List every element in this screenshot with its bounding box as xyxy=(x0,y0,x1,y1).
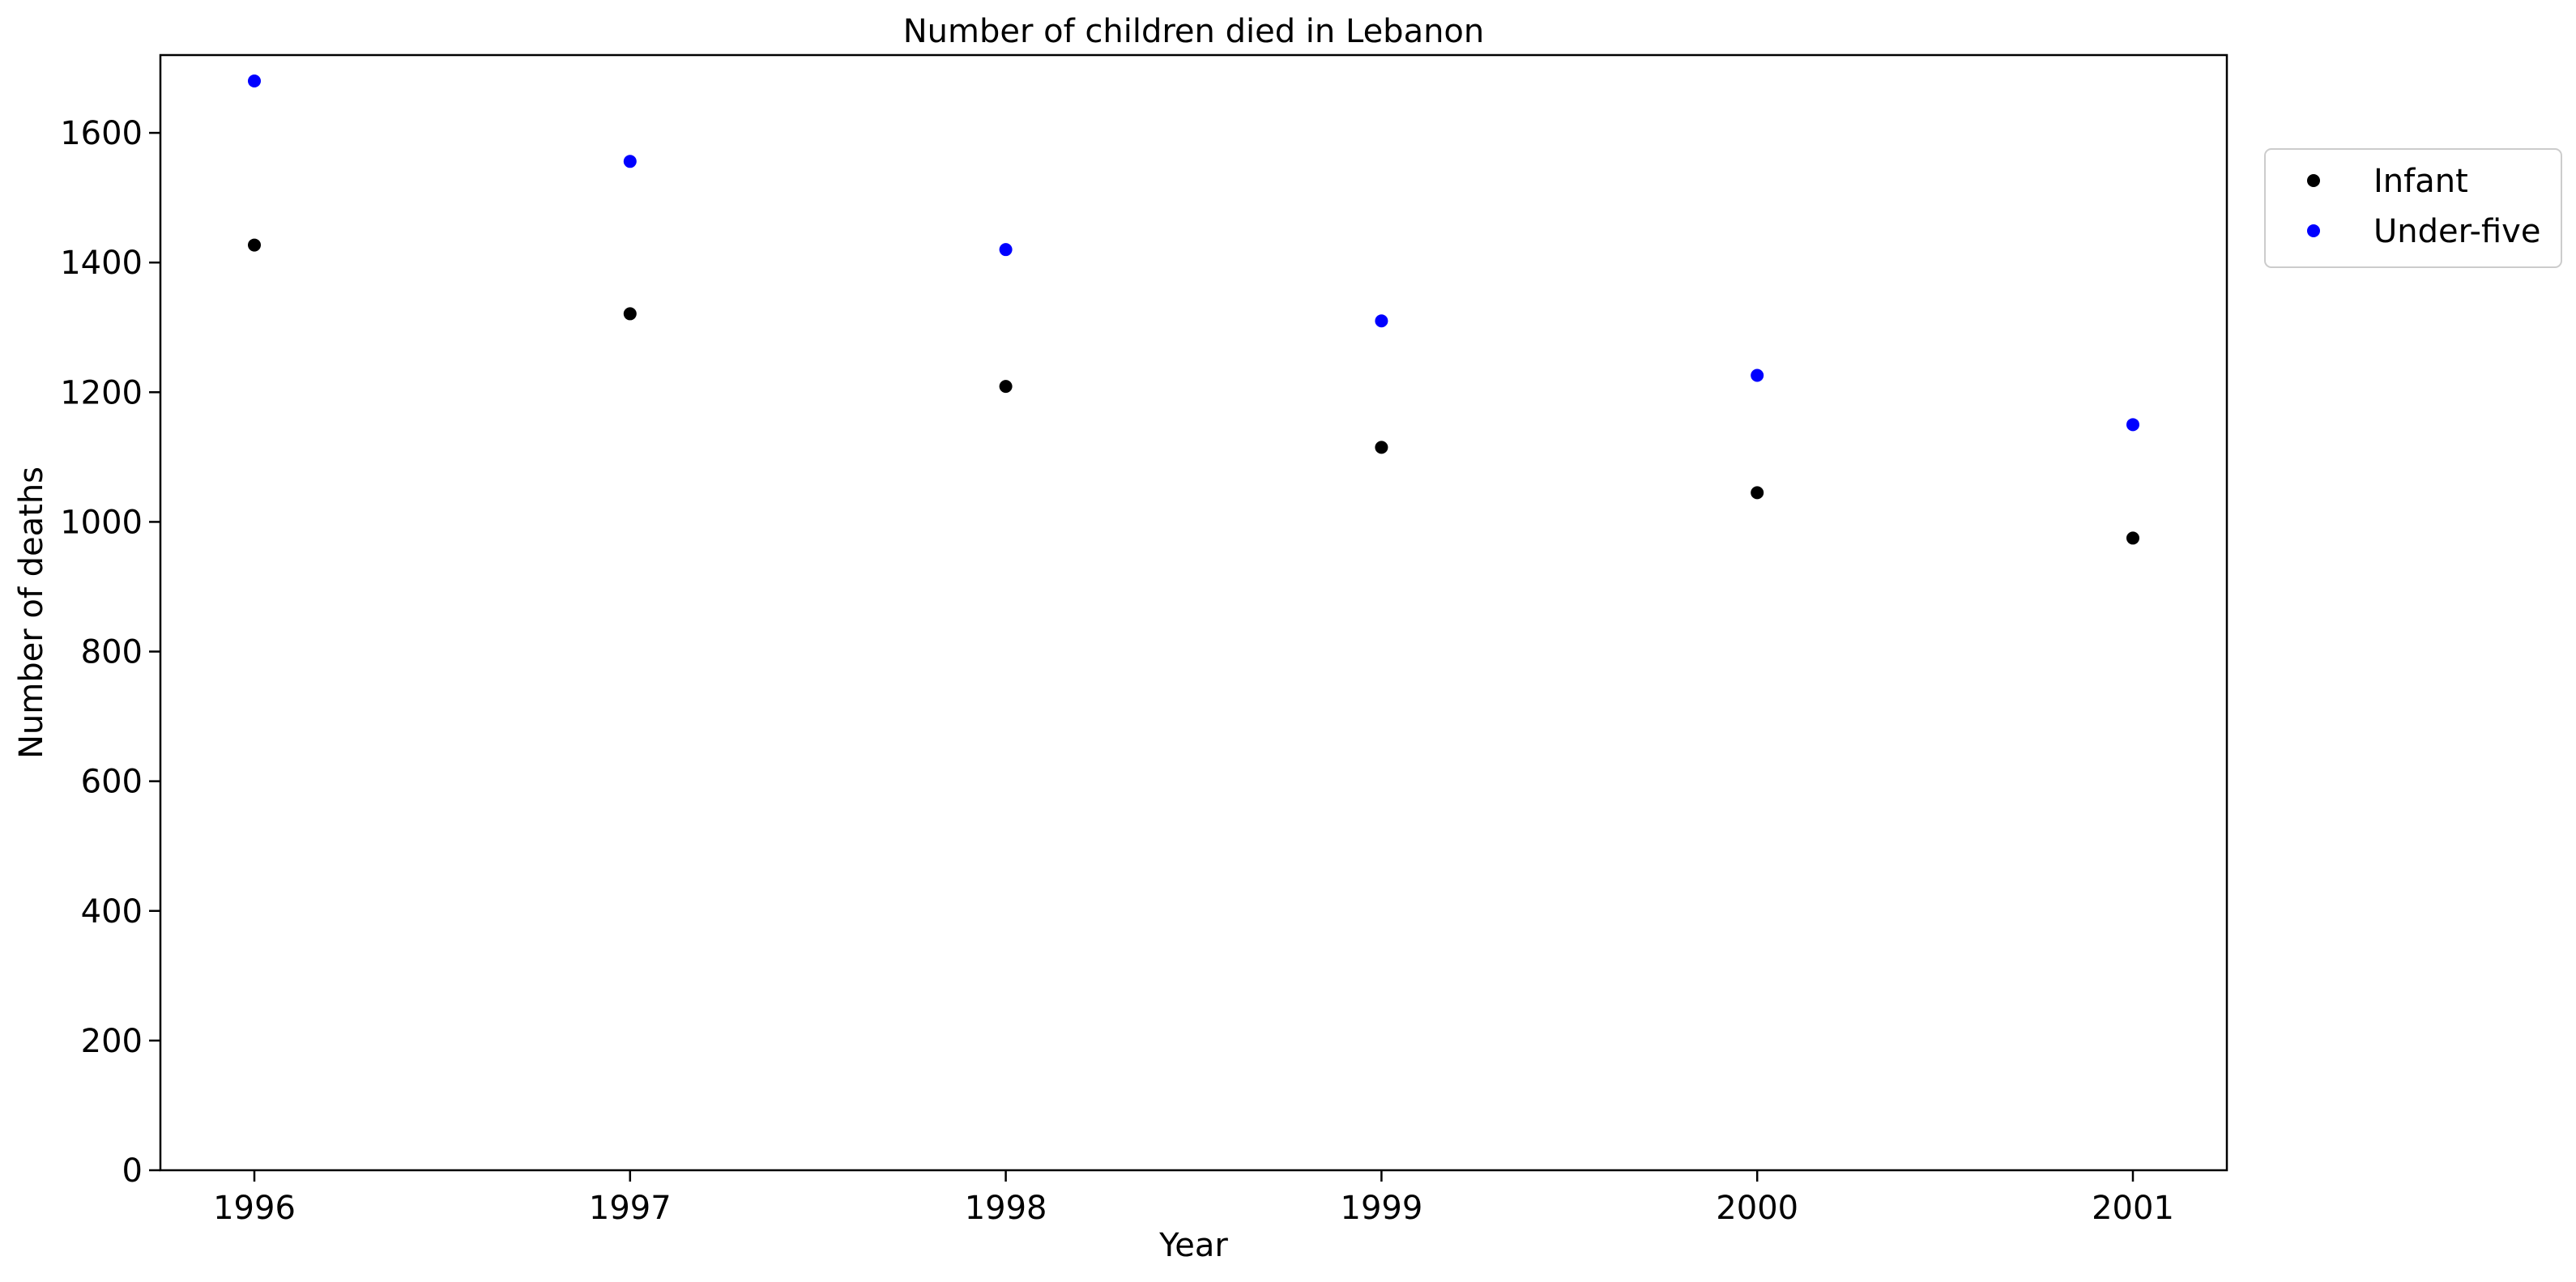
y-tick-label: 0 xyxy=(122,1152,143,1190)
x-axis: 1996 1997 1998 1999 2000 2001 xyxy=(213,1170,2174,1227)
point-infant xyxy=(1375,441,1388,454)
x-axis-label: Year xyxy=(1158,1227,1228,1264)
point-under-five xyxy=(999,243,1013,257)
legend-box xyxy=(2264,148,2562,268)
y-axis-label: Number of deaths xyxy=(13,466,50,759)
y-tick-label: 1400 xyxy=(60,245,143,282)
point-infant xyxy=(1751,486,1764,500)
y-tick-label: 800 xyxy=(81,634,143,671)
y-tick-label: 400 xyxy=(81,893,143,931)
x-tick-label: 1998 xyxy=(965,1190,1047,1227)
y-tick-label: 600 xyxy=(81,764,143,801)
chart-title: Number of children died in Lebanon xyxy=(903,13,1485,50)
point-infant xyxy=(999,380,1013,394)
y-tick-label: 1000 xyxy=(60,504,143,541)
point-infant xyxy=(248,238,261,252)
point-under-five xyxy=(1375,314,1388,328)
point-infant xyxy=(623,307,637,321)
x-tick-label: 1997 xyxy=(589,1190,672,1227)
legend-marker-infant xyxy=(2307,174,2320,187)
y-tick-label: 1200 xyxy=(60,374,143,411)
legend-label-infant: Infant xyxy=(2373,163,2468,200)
point-under-five xyxy=(623,155,637,168)
point-under-five xyxy=(248,75,261,88)
point-under-five xyxy=(1751,368,1764,382)
x-tick-label: 1999 xyxy=(1341,1190,1423,1227)
y-tick-label: 200 xyxy=(81,1023,143,1060)
x-tick-label: 2000 xyxy=(1716,1190,1798,1227)
legend: Infant Under-five xyxy=(2264,148,2562,268)
data-points xyxy=(248,75,2139,545)
point-under-five xyxy=(2126,418,2139,432)
legend-label-under-five: Under-five xyxy=(2373,213,2540,250)
plot-area xyxy=(159,53,2228,1172)
legend-marker-under-five xyxy=(2307,224,2320,237)
x-tick-label: 1996 xyxy=(213,1190,296,1227)
point-infant xyxy=(2126,531,2139,545)
y-tick-label: 1600 xyxy=(60,115,143,152)
x-tick-label: 2001 xyxy=(2092,1190,2174,1227)
y-axis: 0 200 400 600 800 1000 1200 1400 1600 xyxy=(60,115,160,1190)
